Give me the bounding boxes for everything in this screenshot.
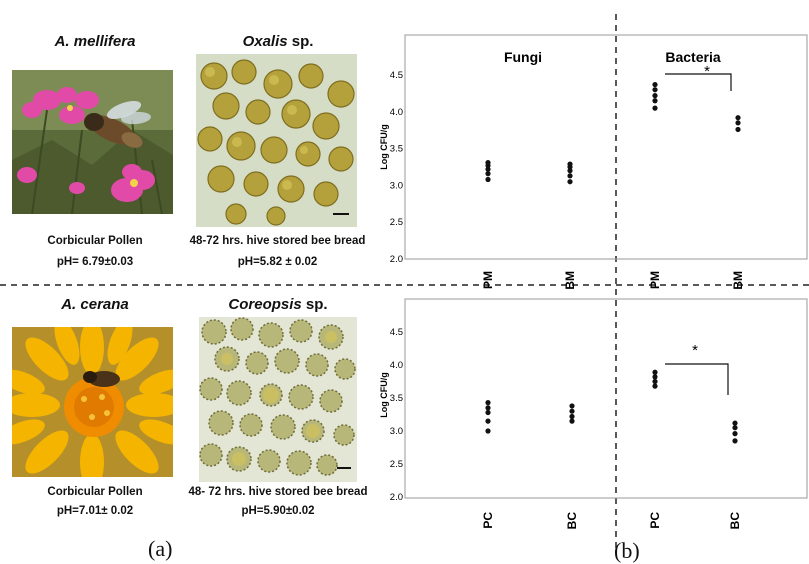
- chart-top-ytick-label-2: 3.0: [390, 180, 403, 191]
- ph-bee-bread-1: pH=5.82 ± 0.02: [237, 256, 318, 268]
- chart-top-point-1-1: [567, 173, 573, 179]
- chart-bottom-ytick-label-5: 4.5: [390, 327, 403, 338]
- chart-bottom: Log CFU/g 2.0 2.5 3.0 3.5 4.0 4.5 PC BC PC BC *: [379, 298, 808, 530]
- ph-corbicular-pollen-2: pH=7.01± 0.02: [56, 505, 134, 517]
- chart-top-ytick-label-4: 4.0: [390, 107, 403, 118]
- photo-bee-pink-flower: [12, 70, 173, 214]
- chart-top: Fungi Bacteria Log CFU/g 2.0 2.5 3.0 3.5 4.0…: [379, 34, 808, 290]
- species-title-coreopsis-italic: Coreopsis: [228, 296, 302, 313]
- chart-top-point-1-0: [567, 179, 573, 185]
- chart-bottom-frame: [404, 298, 808, 499]
- chart-bottom-ylabel: Log CFU/g: [379, 372, 389, 418]
- chart-top-group-label-bacteria: Bacteria: [665, 49, 720, 65]
- species-title-mellifera: A. mellifera: [54, 33, 136, 50]
- chart-top-ytick-label-1: 2.5: [390, 217, 403, 228]
- panel-label-a: (a): [148, 536, 173, 561]
- chart-bottom-xtick-label-1: BC: [565, 512, 579, 530]
- chart-bottom-point-0-3: [485, 405, 491, 411]
- chart-top-point-2-3: [652, 87, 658, 93]
- chart-bottom-point-2-1: [652, 378, 658, 385]
- chart-bottom-point-3-1: [732, 431, 738, 437]
- chart-top-point-3-0: [735, 126, 741, 133]
- chart-bottom-point-0-4: [485, 400, 491, 406]
- chart-bottom-point-1-1: [569, 413, 575, 420]
- chart-top-point-0-1: [485, 171, 491, 177]
- chart-bottom-xtick-label-0: PC: [481, 512, 495, 529]
- chart-top-xtick-label-1: BM: [563, 271, 577, 290]
- chart-top-point-1-4: [567, 161, 573, 167]
- species-title-oxalis-plain: sp.: [287, 33, 314, 50]
- chart-bottom-significance-star: *: [692, 342, 698, 359]
- chart-bottom-ytick-label-1: 2.5: [390, 459, 403, 470]
- species-title-coreopsis: Coreopsis sp.: [193, 296, 363, 313]
- caption-corbicular-pollen-2: Corbicular Pollen: [47, 486, 143, 498]
- species-title-coreopsis-plain: sp.: [301, 296, 328, 313]
- chart-top-ylabel: Log CFU/g: [379, 124, 389, 170]
- photo-bee-yellow-flower: [12, 327, 173, 477]
- chart-top-point-1-2: [567, 168, 573, 174]
- chart-top-point-0-4: [485, 159, 491, 166]
- chart-top-point-2-4: [652, 81, 658, 88]
- chart-bottom-ytick-label-0: 2.0: [390, 492, 403, 503]
- chart-bottom-point-2-2: [652, 374, 658, 380]
- chart-bottom-xtick-label-3: BC: [728, 512, 742, 530]
- chart-bottom-point-2-3: [652, 369, 658, 375]
- ph-corbicular-pollen-1: pH= 6.79±0.03: [56, 256, 134, 268]
- chart-bottom-point-1-2: [569, 408, 575, 414]
- caption-bee-bread-2: 48- 72 hrs. hive stored bee bread: [188, 486, 368, 498]
- chart-top-xtick-label-0: PM: [481, 271, 495, 289]
- chart-bottom-ytick-label-2: 3.0: [390, 426, 403, 437]
- chart-bottom-point-0-0: [485, 428, 491, 434]
- chart-bottom-xtick-label-2: PC: [648, 512, 662, 529]
- chart-bottom-point-3-3: [732, 420, 738, 426]
- caption-bee-bread-1: 48-72 hrs. hive stored bee bread: [189, 235, 366, 247]
- panel-label-b: (b): [614, 538, 640, 563]
- chart-top-xtick-label-2: PM: [648, 271, 662, 289]
- chart-top-point-0-0: [485, 176, 491, 183]
- chart-bottom-point-1-0: [569, 418, 575, 424]
- chart-bottom-point-3-2: [732, 425, 738, 431]
- chart-top-point-2-0: [652, 105, 658, 111]
- chart-top-group-label-fungi: Fungi: [504, 49, 542, 65]
- chart-top-point-3-1: [735, 120, 741, 126]
- micrograph-coreopsis-pollen: [199, 317, 357, 482]
- chart-top-significance-star: *: [704, 63, 710, 80]
- chart-top-ytick-label-3: 3.5: [390, 144, 403, 155]
- chart-top-point-2-2: [652, 93, 658, 99]
- micrograph-oxalis-pollen: [196, 54, 357, 227]
- chart-top-significance-bracket: [665, 73, 732, 91]
- chart-top-ytick-label-5: 4.5: [390, 70, 403, 81]
- ph-bee-bread-2: pH=5.90±0.02: [241, 505, 315, 517]
- chart-bottom-point-2-0: [652, 383, 658, 389]
- chart-bottom-ytick-label-4: 4.0: [390, 360, 403, 371]
- species-title-oxalis: Oxalis sp.: [193, 33, 363, 50]
- chart-bottom-point-0-2: [485, 409, 491, 416]
- chart-bottom-point-3-0: [732, 438, 738, 444]
- species-title-cerana: A. cerana: [61, 296, 129, 313]
- chart-bottom-point-1-3: [569, 403, 575, 409]
- chart-bottom-significance-bracket: [665, 363, 729, 395]
- chart-top-point-0-2: [485, 166, 491, 172]
- chart-top-point-2-1: [652, 98, 658, 104]
- chart-bottom-point-0-1: [485, 418, 491, 424]
- chart-top-point-3-2: [735, 115, 741, 121]
- caption-corbicular-pollen-1: Corbicular Pollen: [47, 235, 143, 247]
- species-title-oxalis-italic: Oxalis: [242, 33, 288, 50]
- chart-top-xtick-label-3: BM: [731, 271, 745, 290]
- chart-top-ytick-label-0: 2.0: [390, 254, 403, 265]
- chart-top-frame: [404, 34, 808, 260]
- chart-bottom-ytick-label-3: 3.5: [390, 393, 403, 404]
